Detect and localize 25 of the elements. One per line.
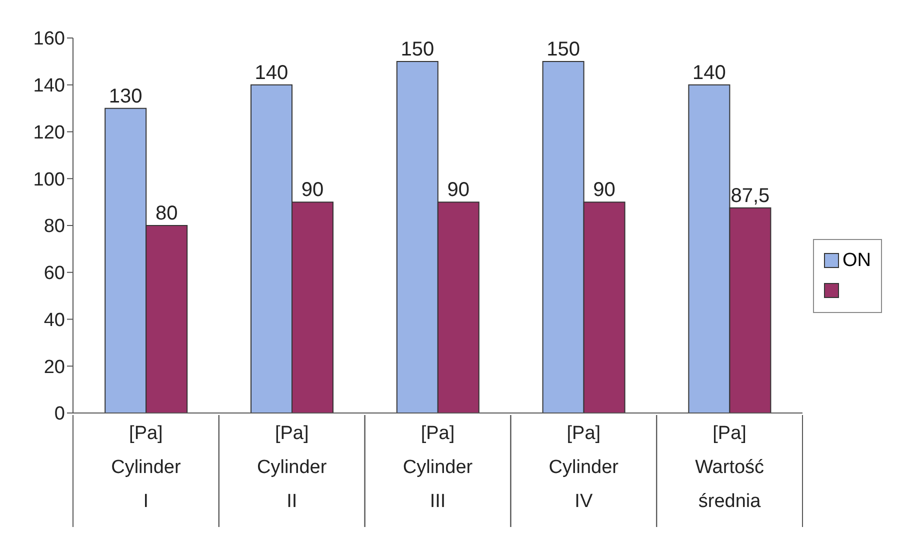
data-label: 87,5 bbox=[730, 184, 770, 207]
data-label: 80 bbox=[155, 202, 178, 224]
y-tick-label: 80 bbox=[44, 216, 65, 238]
y-tick-label: 100 bbox=[33, 169, 65, 190]
data-label: 90 bbox=[301, 179, 324, 202]
y-tick-label: 40 bbox=[44, 310, 65, 331]
y-tick-label: 160 bbox=[33, 28, 65, 50]
y-tick-label: 120 bbox=[33, 122, 65, 144]
y-tick-label: 60 bbox=[44, 263, 65, 284]
data-label: 140 bbox=[254, 62, 288, 84]
x-tick-label: [Pa] Cylinder III bbox=[402, 423, 474, 512]
x-tick-label: [Pa] Wartość średnia bbox=[695, 423, 764, 512]
y-tick-label: 140 bbox=[33, 76, 65, 97]
data-label: 150 bbox=[546, 38, 580, 60]
x-tick-label: [Pa] Cylinder I bbox=[111, 423, 182, 512]
y-tick-label: 0 bbox=[54, 404, 65, 425]
y-tick-label: 20 bbox=[44, 356, 65, 378]
x-tick-label: [Pa] Cylinder IV bbox=[548, 423, 620, 512]
legend-label: ON bbox=[842, 250, 871, 272]
data-label: 90 bbox=[447, 179, 470, 202]
data-label: 140 bbox=[692, 62, 726, 84]
data-label: 130 bbox=[108, 85, 142, 108]
data-label: 150 bbox=[400, 38, 434, 60]
data-label: 90 bbox=[593, 179, 616, 202]
x-tick-label: [Pa] Cylinder II bbox=[257, 423, 328, 512]
